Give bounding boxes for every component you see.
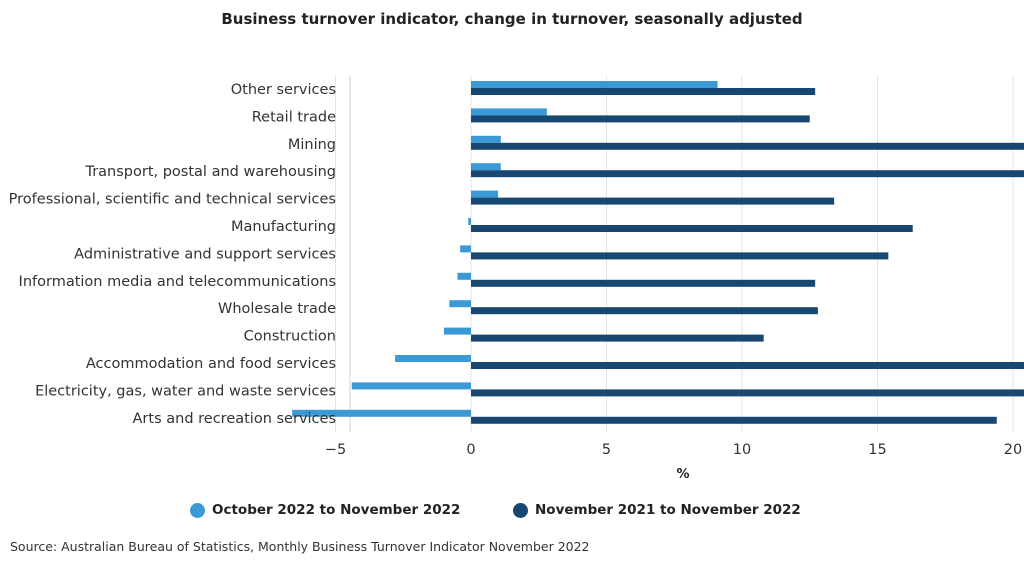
category-label: Construction bbox=[244, 329, 336, 345]
bar-monthly[interactable] bbox=[471, 81, 718, 88]
bar-monthly[interactable] bbox=[471, 163, 501, 171]
bar-monthly[interactable] bbox=[471, 135, 501, 143]
x-tick-labels: −50510152025303540 bbox=[325, 442, 1022, 458]
bar-annual[interactable] bbox=[471, 362, 1024, 369]
bar-annual[interactable] bbox=[471, 225, 913, 232]
category-label: Arts and recreation services bbox=[133, 411, 336, 427]
category-label: Transport, postal and warehousing bbox=[84, 164, 336, 180]
bar-monthly[interactable] bbox=[471, 108, 547, 116]
bar-annual[interactable] bbox=[471, 416, 997, 424]
category-label: Administrative and support services bbox=[74, 246, 336, 262]
category-label: Mining bbox=[288, 137, 336, 153]
bar-monthly[interactable] bbox=[468, 218, 471, 225]
x-axis-title: % bbox=[676, 467, 689, 482]
legend-item-oct-nov-2022[interactable]: October 2022 to November 2022 bbox=[190, 500, 460, 520]
bar-annual[interactable] bbox=[471, 197, 835, 205]
x-tick-label: 10 bbox=[733, 442, 751, 458]
category-label: Accommodation and food services bbox=[86, 356, 336, 372]
chart-title: Business turnover indicator, change in t… bbox=[221, 10, 803, 28]
x-tick-label: 20 bbox=[1004, 442, 1022, 458]
x-tick-label: 0 bbox=[466, 442, 475, 458]
category-label: Other services bbox=[231, 82, 336, 98]
bars bbox=[292, 81, 1024, 424]
bar-monthly[interactable] bbox=[292, 409, 471, 417]
bar-monthly[interactable] bbox=[449, 300, 471, 308]
bar-monthly[interactable] bbox=[457, 272, 471, 280]
source-note: Source: Australian Bureau of Statistics,… bbox=[10, 539, 590, 554]
bar-monthly[interactable] bbox=[351, 382, 471, 390]
category-label: Information media and telecommunications bbox=[19, 274, 336, 290]
category-label: Professional, scientific and technical s… bbox=[9, 192, 336, 208]
bar-annual[interactable] bbox=[471, 115, 810, 123]
x-tick-label: −5 bbox=[325, 442, 346, 458]
bar-annual[interactable] bbox=[471, 334, 764, 342]
legend-item-nov2021-nov2022[interactable]: November 2021 to November 2022 bbox=[513, 500, 801, 520]
category-labels: Other services Retail trade Mining Transpor… bbox=[9, 82, 336, 427]
bar-monthly[interactable] bbox=[460, 245, 471, 253]
bar-annual[interactable] bbox=[471, 389, 1024, 397]
bar-monthly[interactable] bbox=[395, 355, 471, 362]
bar-annual[interactable] bbox=[471, 170, 1024, 178]
category-label: Electricity, gas, water and waste servic… bbox=[35, 383, 336, 399]
legend-marker-icon bbox=[513, 502, 528, 518]
bar-annual[interactable] bbox=[471, 88, 816, 95]
legend-label: November 2021 to November 2022 bbox=[535, 502, 801, 518]
x-tick-label: 15 bbox=[868, 442, 886, 458]
category-label: Wholesale trade bbox=[218, 301, 336, 317]
x-tick-label: 5 bbox=[602, 442, 611, 458]
bar-annual[interactable] bbox=[471, 279, 816, 287]
legend-marker-icon bbox=[190, 502, 205, 518]
category-label: Manufacturing bbox=[231, 219, 336, 235]
bar-annual[interactable] bbox=[471, 307, 818, 315]
legend-label: October 2022 to November 2022 bbox=[212, 502, 461, 518]
bar-annual[interactable] bbox=[471, 142, 1024, 150]
category-label: Retail trade bbox=[252, 109, 336, 125]
bar-monthly[interactable] bbox=[471, 190, 499, 198]
bar-monthly[interactable] bbox=[443, 327, 471, 335]
bar-annual[interactable] bbox=[471, 252, 889, 260]
